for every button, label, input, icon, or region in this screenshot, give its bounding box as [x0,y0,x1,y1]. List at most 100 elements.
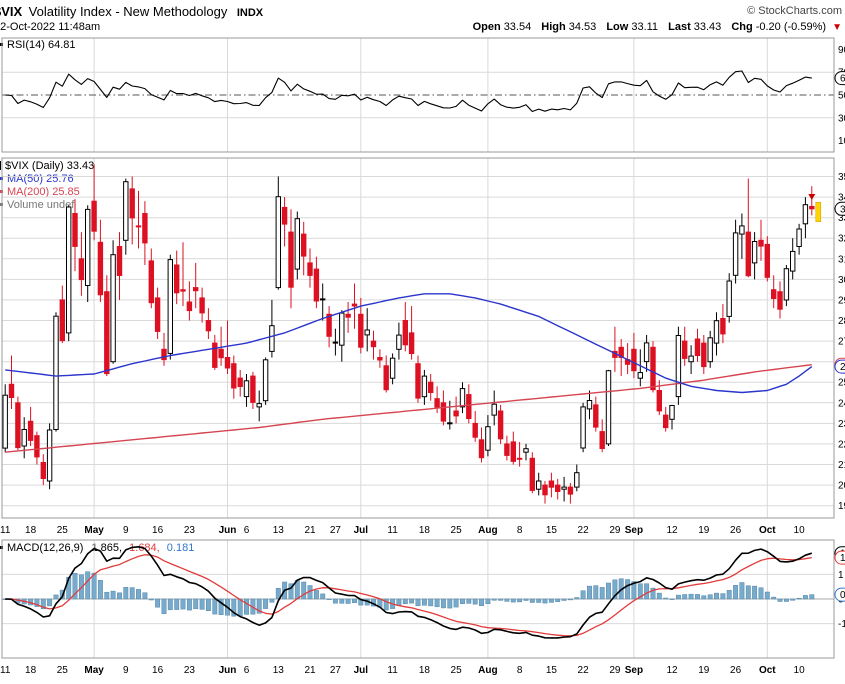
candle-body [34,435,40,458]
date-axis-label: 22 [578,525,590,536]
macd-histogram-bar [695,594,700,600]
rsi-legend-text: RSI(14) 64.81 [7,39,76,51]
high-label: High [541,21,566,33]
candle-body [294,218,301,270]
macd-histogram-bar [40,598,46,610]
badge-value: 1.684 [840,553,845,564]
candle-body [453,410,459,417]
macd-histogram-bar [218,598,224,615]
date-axis-label: 21 [304,665,316,676]
macd-histogram-bar [504,598,510,602]
macd-histogram-bar [199,598,205,610]
macd-histogram-bar [269,598,275,603]
macd-value-badge: 0.181 [834,587,845,602]
price-axis-label: 21 [838,460,845,471]
macd-histogram-bar [123,587,129,600]
macd-histogram-bar [301,581,307,600]
candle-body [148,260,155,304]
macd-histogram-bar [332,598,338,604]
candle-body [561,486,567,490]
candle-body [205,320,212,332]
candle-body [459,388,466,408]
candle-body [764,243,770,278]
macd-histogram-bar [669,598,675,600]
candle-body [790,250,796,272]
candle-body [59,299,65,342]
price-axis-label: 23 [838,419,845,430]
macd-histogram-bar [174,598,180,610]
macd-histogram-bar [212,598,218,615]
price-axis-label: 30 [838,275,845,286]
macd-histogram-bar [517,598,523,603]
macd-histogram-bar [523,598,529,601]
macd-line [5,546,813,639]
price-axis-label: 29 [838,295,845,306]
price-axis-label: 33 [838,213,845,224]
badge-oval [834,71,845,86]
candle-body [186,301,193,312]
candle-body [408,332,415,354]
candle-body [91,200,97,232]
macd-histogram-bar [205,598,211,612]
date-axis-label: 10 [794,665,806,676]
macd-histogram-bar [434,598,440,608]
candle-body [332,341,339,344]
candle-body [650,346,656,391]
candle-body [777,291,783,310]
low-label: Low [606,21,629,33]
macd-panel-border [1,539,835,659]
candle-body [434,398,440,408]
candle-body [555,484,561,493]
macd-histogram-bar [136,589,141,600]
date-axis-label: 27 [330,525,342,536]
candle-body [586,400,593,410]
candle-body [732,232,739,276]
candle-body [377,357,383,361]
rsi-line [5,70,812,113]
date-axis-label: Oct [759,525,776,536]
macd-histogram-bar [460,598,465,604]
candle-body [796,228,802,247]
quote-row: Open 33.54 High 34.53 Low 33.11 Last 33.43 C… [473,21,842,33]
candle-body [142,213,148,244]
candle-body [802,204,809,225]
candle-body [370,340,377,348]
candle-body [364,329,370,336]
macd-histogram-bar [637,583,643,600]
candle-body [396,334,402,350]
candle-body [78,258,85,281]
macd-histogram-bar [567,598,573,601]
candle-body [123,181,129,241]
price-axis-label: 20 [838,481,845,492]
macd-histogram-bar [47,598,53,607]
candle-body [751,241,758,264]
macd-histogram-bar [72,573,78,600]
badge-value: 33.43 [840,204,845,215]
candle-body [428,381,434,394]
date-axis-label: 13 [273,665,285,676]
date-axis-label: 18 [25,525,37,536]
chg-value: -0.20 (-0.59%) [755,21,827,33]
date-axis-label: 26 [730,665,742,676]
date-axis-label: Oct [759,665,776,676]
candle-body [523,448,529,453]
candle-body [485,426,491,451]
candle-body [726,280,732,317]
date-axis-label: 9 [123,665,129,676]
macd-histogram-bar [529,598,535,603]
macd-histogram-bar [548,598,554,603]
macd-histogram-bar [555,598,561,602]
price-axis-label: 19 [838,501,845,512]
candle-body [771,289,777,300]
candle-body [688,355,694,363]
candle-body [15,402,21,449]
macd-axis-label: -1 [838,619,845,630]
date-axis-label: Sep [625,665,643,676]
copyright: © StockCharts.com [747,5,842,17]
candle-body [180,289,186,292]
candle-body [358,313,364,348]
rsi-axis-label: 10 [838,136,845,147]
price-axis-label: 22 [838,439,845,450]
symbol-label: $VIX [0,4,23,19]
